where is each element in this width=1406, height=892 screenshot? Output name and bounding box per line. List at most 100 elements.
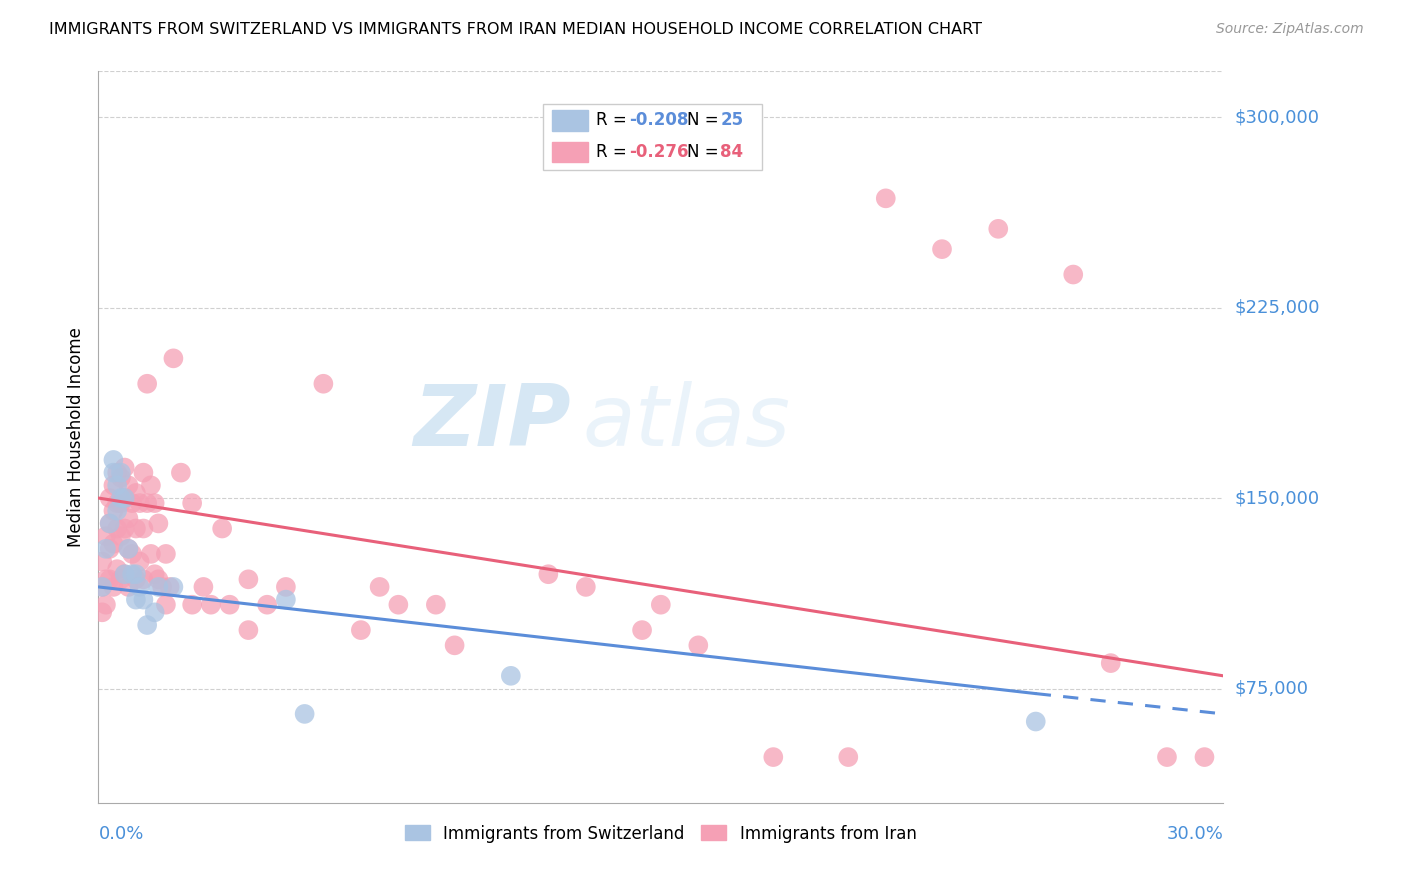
Text: -0.208: -0.208 — [630, 112, 689, 129]
Point — [143, 496, 166, 510]
Point — [132, 466, 155, 480]
Point — [499, 669, 522, 683]
Text: R =: R = — [596, 112, 631, 129]
Point — [1062, 268, 1084, 282]
Point — [125, 521, 148, 535]
Point — [181, 598, 204, 612]
Point — [136, 496, 159, 510]
Point — [94, 572, 117, 586]
Point — [987, 222, 1010, 236]
Point — [425, 598, 447, 612]
Point — [312, 376, 335, 391]
Text: 0.0%: 0.0% — [98, 825, 143, 843]
Point — [117, 478, 139, 492]
Point — [117, 511, 139, 525]
Point — [98, 572, 121, 586]
Point — [148, 580, 170, 594]
Point — [94, 598, 117, 612]
Point — [256, 598, 278, 612]
Point — [193, 580, 215, 594]
Point — [121, 496, 143, 510]
Point — [103, 537, 125, 551]
Point — [575, 580, 598, 594]
Point — [110, 471, 132, 485]
Point — [91, 580, 114, 594]
Point — [98, 516, 121, 531]
Text: Source: ZipAtlas.com: Source: ZipAtlas.com — [1216, 22, 1364, 37]
Point — [114, 521, 136, 535]
Point — [274, 592, 297, 607]
Point — [148, 516, 170, 531]
Point — [128, 496, 150, 510]
Point — [132, 572, 155, 586]
Point — [110, 466, 132, 480]
Point — [121, 547, 143, 561]
Point — [125, 572, 148, 586]
Text: $75,000: $75,000 — [1234, 680, 1309, 698]
Point — [98, 541, 121, 556]
Point — [200, 598, 222, 612]
Text: N =: N = — [686, 112, 724, 129]
Text: $225,000: $225,000 — [1234, 299, 1320, 317]
Point — [1099, 656, 1122, 670]
Point — [110, 491, 132, 505]
Point — [274, 580, 297, 594]
Point — [103, 466, 125, 480]
Point — [294, 706, 316, 721]
Point — [128, 580, 150, 594]
Point — [875, 191, 897, 205]
Point — [91, 605, 114, 619]
Point — [103, 478, 125, 492]
Point — [105, 504, 128, 518]
Point — [94, 541, 117, 556]
Text: 30.0%: 30.0% — [1167, 825, 1223, 843]
Point — [162, 351, 184, 366]
Text: ZIP: ZIP — [413, 381, 571, 464]
Point — [1156, 750, 1178, 764]
Point — [143, 567, 166, 582]
Point — [139, 547, 162, 561]
Text: R =: R = — [596, 143, 631, 161]
Point — [150, 580, 173, 594]
Point — [103, 580, 125, 594]
Point — [121, 567, 143, 582]
Point — [387, 598, 409, 612]
Text: IMMIGRANTS FROM SWITZERLAND VS IMMIGRANTS FROM IRAN MEDIAN HOUSEHOLD INCOME CORR: IMMIGRANTS FROM SWITZERLAND VS IMMIGRANT… — [49, 22, 983, 37]
Point — [110, 529, 132, 543]
Text: -0.276: -0.276 — [630, 143, 689, 161]
Point — [650, 598, 672, 612]
Point — [91, 555, 114, 569]
Point — [931, 242, 953, 256]
Point — [350, 623, 373, 637]
Text: $300,000: $300,000 — [1234, 108, 1319, 126]
Point — [114, 567, 136, 582]
Point — [762, 750, 785, 764]
Point — [1025, 714, 1047, 729]
Point — [368, 580, 391, 594]
Point — [159, 580, 181, 594]
Point — [105, 466, 128, 480]
Text: 25: 25 — [720, 112, 744, 129]
Point — [105, 521, 128, 535]
Bar — [551, 142, 588, 162]
Point — [114, 460, 136, 475]
Point — [443, 638, 465, 652]
Point — [181, 496, 204, 510]
Point — [132, 521, 155, 535]
Point — [110, 496, 132, 510]
Point — [537, 567, 560, 582]
Point — [238, 572, 260, 586]
Point — [136, 618, 159, 632]
Point — [132, 592, 155, 607]
Point — [170, 466, 193, 480]
Point — [105, 562, 128, 576]
Point — [114, 567, 136, 582]
Point — [218, 598, 240, 612]
Point — [114, 491, 136, 505]
Point — [238, 623, 260, 637]
Text: atlas: atlas — [582, 381, 790, 464]
Point — [139, 478, 162, 492]
Point — [148, 572, 170, 586]
Point — [125, 486, 148, 500]
Point — [105, 478, 128, 492]
